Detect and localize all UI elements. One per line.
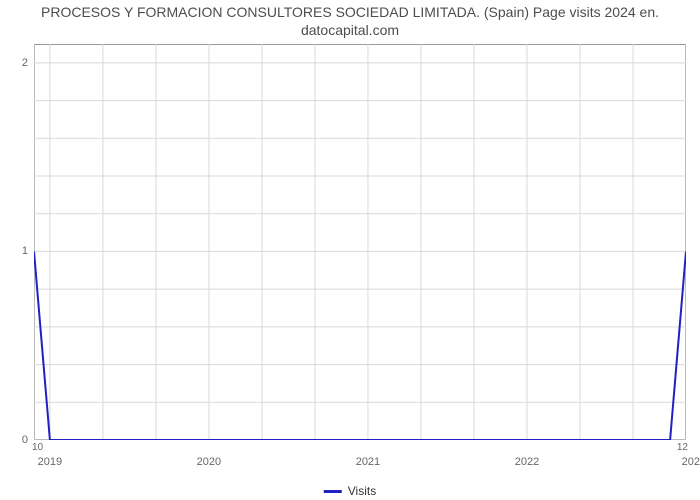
x-tick-label: 2021	[356, 456, 380, 468]
plot-area: 012 2019202020212022 10 12 202	[34, 44, 686, 440]
chart-title: PROCESOS Y FORMACION CONSULTORES SOCIEDA…	[0, 0, 700, 39]
plot-svg	[34, 44, 686, 440]
grid	[34, 44, 686, 440]
title-line-2: datocapital.com	[301, 22, 399, 38]
y-tick-label: 2	[22, 57, 28, 69]
y-tick-label: 0	[22, 434, 28, 446]
x-edge-right-label: 202	[682, 456, 700, 468]
legend-label: Visits	[348, 484, 376, 498]
y-tick-label: 1	[22, 245, 28, 257]
chart-container: PROCESOS Y FORMACION CONSULTORES SOCIEDA…	[0, 0, 700, 500]
legend-swatch	[324, 490, 342, 493]
title-line-1: PROCESOS Y FORMACION CONSULTORES SOCIEDA…	[41, 4, 659, 20]
x-tick-label: 2020	[197, 456, 221, 468]
legend: Visits	[324, 484, 376, 498]
x-tick-label: 2019	[38, 456, 62, 468]
series-line-visits	[34, 251, 686, 440]
x-tick-label: 2022	[515, 456, 539, 468]
x-secondary-right: 12	[677, 442, 688, 453]
x-secondary-left: 10	[32, 442, 43, 453]
